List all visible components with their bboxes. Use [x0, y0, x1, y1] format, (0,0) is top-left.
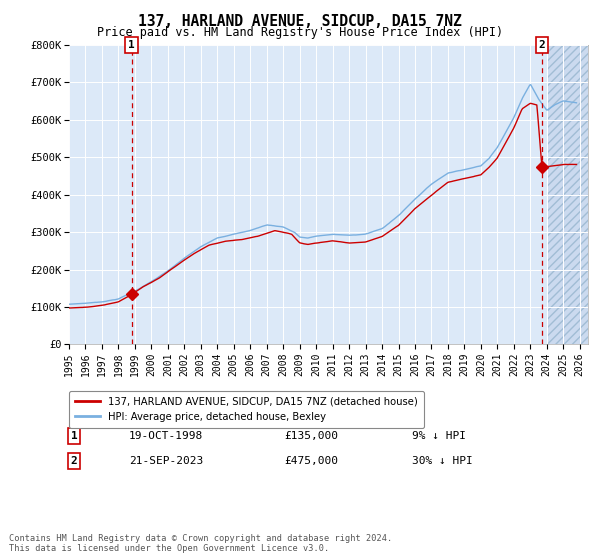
Text: 1: 1 [71, 431, 77, 441]
Text: 19-OCT-1998: 19-OCT-1998 [128, 431, 203, 441]
Text: 9% ↓ HPI: 9% ↓ HPI [412, 431, 466, 441]
Text: 30% ↓ HPI: 30% ↓ HPI [412, 456, 472, 466]
Text: 137, HARLAND AVENUE, SIDCUP, DA15 7NZ: 137, HARLAND AVENUE, SIDCUP, DA15 7NZ [138, 14, 462, 29]
Text: £135,000: £135,000 [284, 431, 338, 441]
Legend: 137, HARLAND AVENUE, SIDCUP, DA15 7NZ (detached house), HPI: Average price, deta: 137, HARLAND AVENUE, SIDCUP, DA15 7NZ (d… [69, 391, 424, 428]
Text: 21-SEP-2023: 21-SEP-2023 [128, 456, 203, 466]
Text: £475,000: £475,000 [284, 456, 338, 466]
Text: Price paid vs. HM Land Registry's House Price Index (HPI): Price paid vs. HM Land Registry's House … [97, 26, 503, 39]
Text: 1: 1 [128, 40, 135, 50]
Bar [547, 45, 588, 344]
Text: Contains HM Land Registry data © Crown copyright and database right 2024.
This d: Contains HM Land Registry data © Crown c… [9, 534, 392, 553]
Text: 2: 2 [71, 456, 77, 466]
Text: 2: 2 [538, 40, 545, 50]
